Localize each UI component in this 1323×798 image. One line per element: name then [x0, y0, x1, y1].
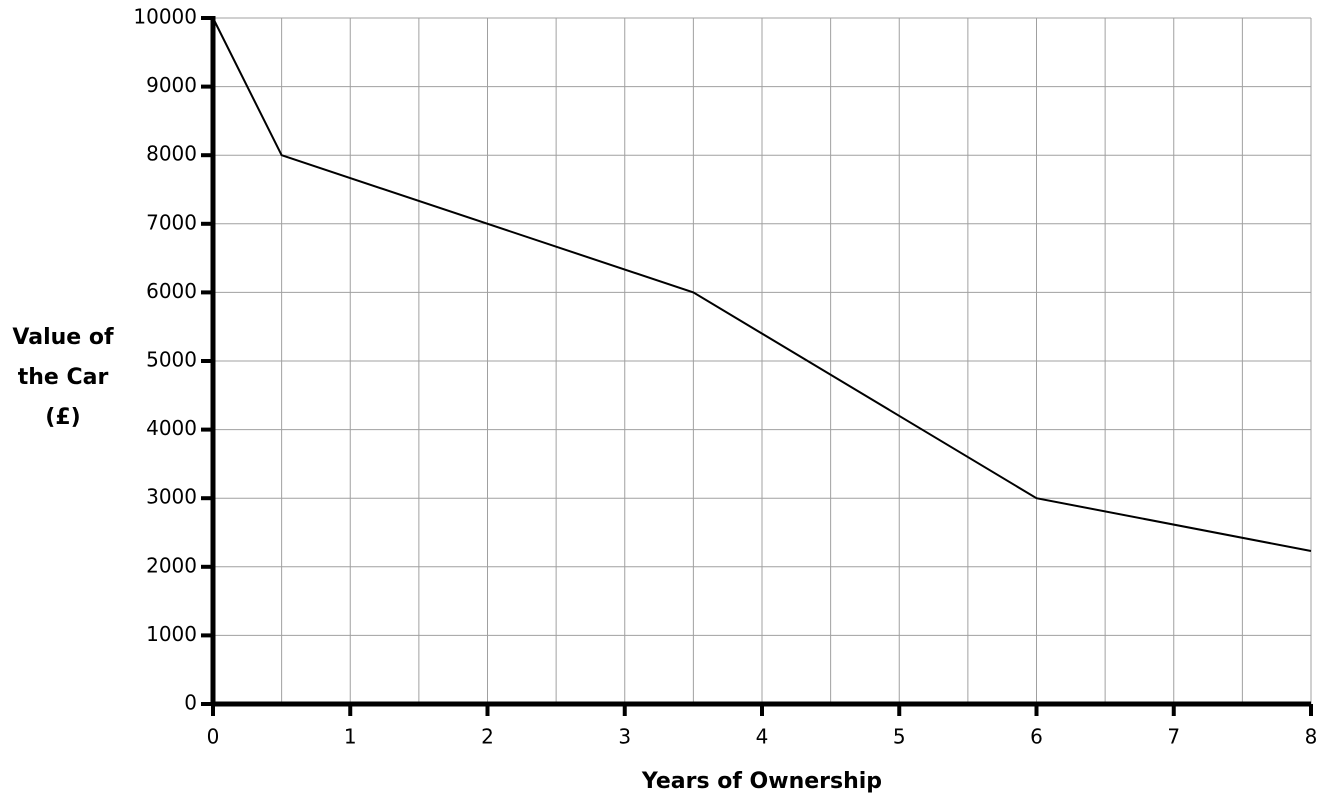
x-tick-label: 6 — [1030, 725, 1043, 749]
x-tick-label: 5 — [893, 725, 906, 749]
y-tick-label: 10000 — [133, 5, 197, 29]
x-axis-title: Years of Ownership — [641, 769, 882, 794]
y-tick-label: 0 — [184, 691, 197, 715]
x-tick-label: 8 — [1305, 725, 1318, 749]
y-axis-title: the Car — [18, 365, 109, 390]
x-tick-label: 1 — [344, 725, 357, 749]
y-tick-label: 2000 — [146, 553, 197, 577]
y-tick-label: 3000 — [146, 485, 197, 509]
x-tick-label: 7 — [1167, 725, 1180, 749]
y-tick-label: 8000 — [146, 142, 197, 166]
y-tick-label: 5000 — [146, 348, 197, 372]
x-tick-label: 3 — [618, 725, 631, 749]
x-tick-label: 0 — [207, 725, 220, 749]
y-tick-label: 9000 — [146, 73, 197, 97]
chart: Years of Ownership Value of the Car (£) … — [0, 0, 1323, 798]
page: Years of Ownership Value of the Car (£) … — [0, 0, 1323, 798]
x-tick-label: 4 — [756, 725, 769, 749]
y-tick-label: 4000 — [146, 416, 197, 440]
y-axis-title: (£) — [45, 405, 80, 430]
y-tick-label: 6000 — [146, 279, 197, 303]
y-tick-label: 7000 — [146, 210, 197, 234]
y-tick-label: 1000 — [146, 622, 197, 646]
y-axis-title: Value of — [12, 325, 114, 350]
x-tick-label: 2 — [481, 725, 494, 749]
